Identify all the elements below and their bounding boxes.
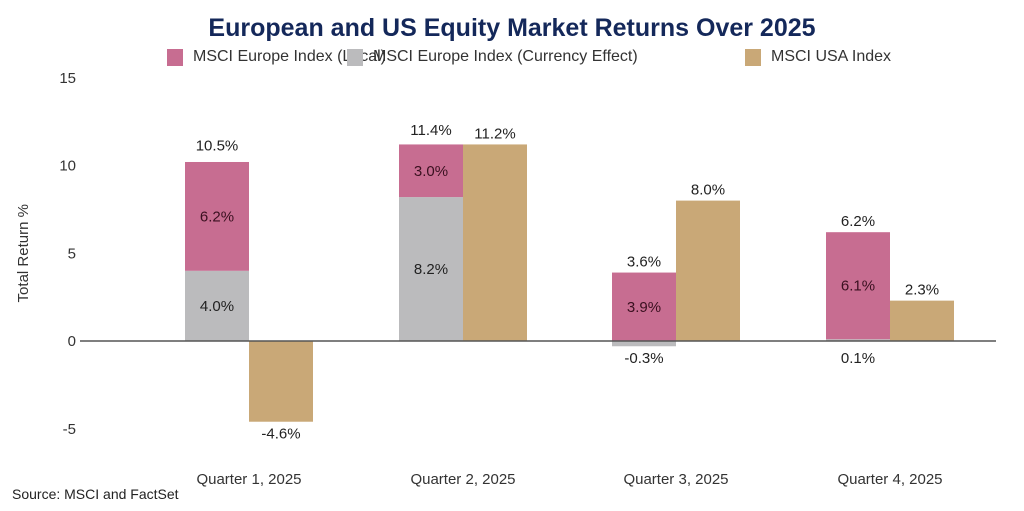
y-tick-label: 0 <box>68 333 76 350</box>
y-tick-label: -5 <box>63 421 76 438</box>
bar-usa <box>890 300 954 341</box>
data-label-europe-local: 3.0% <box>414 163 448 180</box>
bar-europe-currency <box>399 197 463 341</box>
data-label-europe-total: 3.6% <box>627 254 661 271</box>
bar-usa <box>676 200 740 341</box>
data-label-europe-local: 3.9% <box>627 299 661 316</box>
data-label-usa: -4.6% <box>261 426 300 443</box>
bar-europe-local <box>612 272 676 341</box>
legend-swatch <box>347 48 363 66</box>
y-tick-label: 15 <box>59 70 76 87</box>
x-category-label: Quarter 3, 2025 <box>623 471 728 488</box>
legend-item-europe-currency: MSCI Europe Index (Currency Effect) <box>347 48 638 66</box>
y-tick-label: 10 <box>59 158 76 175</box>
legend-item-usa: MSCI USA Index <box>745 48 891 66</box>
x-category-label: Quarter 2, 2025 <box>410 471 515 488</box>
bar-europe-currency <box>826 339 890 341</box>
data-label-europe-local: 6.1% <box>841 278 875 295</box>
legend-label: MSCI USA Index <box>771 48 892 65</box>
data-label-europe-total: 11.4% <box>410 122 451 139</box>
legend: MSCI Europe Index (Local) MSCI Europe In… <box>0 48 1024 70</box>
y-axis-label: Total Return % <box>15 204 32 302</box>
data-label-europe-currency: 0.1% <box>841 350 875 367</box>
source-note: Source: MSCI and FactSet <box>12 486 179 502</box>
legend-swatch <box>745 48 761 66</box>
legend-label: MSCI Europe Index (Local) <box>193 48 386 65</box>
bar-europe-local <box>185 161 249 271</box>
data-label-europe-currency: -0.3% <box>624 350 663 367</box>
bar-europe-local <box>399 144 463 198</box>
legend-swatch <box>167 48 183 66</box>
bar-europe-currency <box>612 341 676 347</box>
legend-item-europe-local: MSCI Europe Index (Local) <box>167 48 386 66</box>
data-label-usa: 8.0% <box>691 182 725 199</box>
x-category-label: Quarter 4, 2025 <box>837 471 942 488</box>
chart-title: European and US Equity Market Returns Ov… <box>208 14 816 42</box>
bar-europe-currency <box>185 270 249 341</box>
y-tick-label: 5 <box>68 245 76 262</box>
bar-europe-local <box>826 232 890 340</box>
bar-usa <box>463 144 527 341</box>
bar-usa <box>249 341 313 422</box>
legend-label: MSCI Europe Index (Currency Effect) <box>373 48 638 65</box>
data-label-europe-currency: 4.0% <box>200 298 234 315</box>
x-category-label: Quarter 1, 2025 <box>196 471 301 488</box>
data-label-europe-local: 6.2% <box>200 208 234 225</box>
data-label-europe-total: 10.5% <box>196 138 239 155</box>
data-label-europe-currency: 8.2% <box>414 261 448 278</box>
data-label-usa: 11.2% <box>474 125 515 142</box>
data-label-europe-total: 6.2% <box>841 213 875 230</box>
data-label-usa: 2.3% <box>905 282 939 299</box>
